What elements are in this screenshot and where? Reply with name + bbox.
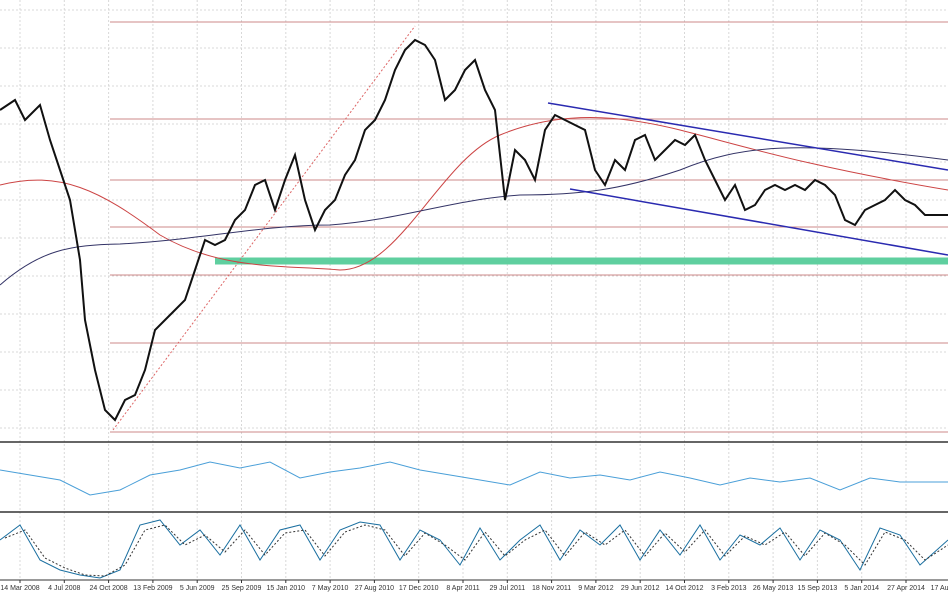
x-tick-label: 5 Jun 2009 [180, 585, 215, 592]
price-candles [0, 38, 948, 422]
x-tick-label: 17 Aug 2014 [931, 585, 948, 592]
x-tick-label: 25 Sep 2009 [222, 585, 262, 592]
x-tick-label: 15 Sep 2013 [798, 585, 838, 592]
x-tick-label: 14 Oct 2012 [665, 585, 703, 592]
x-tick-label: 15 Jan 2010 [267, 585, 306, 592]
channel-lower [569, 188, 948, 256]
x-tick-label: 4 Jul 2008 [48, 585, 80, 592]
x-tick-label: 13 Feb 2009 [133, 585, 172, 592]
rsi-line [0, 461, 948, 496]
channel-upper [547, 102, 948, 171]
trend-line [112, 25, 416, 431]
levels [110, 21, 948, 433]
x-tick-label: 27 Apr 2014 [887, 585, 925, 592]
x-tick-label: 17 Dec 2010 [399, 585, 439, 592]
x-tick-label: 29 Jul 2011 [489, 585, 525, 592]
x-tick-label: 7 May 2010 [312, 585, 349, 592]
x-tick-label: 9 Mar 2012 [578, 585, 614, 592]
x-tick-label: 29 Jun 2012 [621, 585, 660, 592]
grid [0, 0, 948, 580]
x-tick-label: 14 Mar 2008 [0, 585, 39, 592]
moving-average-fast [0, 117, 948, 271]
x-tick-label: 3 Feb 2013 [711, 585, 747, 592]
x-tick-label: 8 Apr 2011 [446, 585, 479, 592]
x-tick-label: 26 May 2013 [753, 585, 794, 592]
moving-average-slow [0, 147, 948, 286]
x-tick-label: 5 Jan 2014 [844, 585, 879, 592]
stochastic-signal [4, 524, 948, 577]
x-tick-label: 24 Oct 2008 [90, 585, 128, 592]
x-axis-labels: 14 Mar 2008 4 Jul 2008 24 Oct 2008 13 Feb 2… [0, 580, 948, 592]
x-tick-label: 27 Aug 2010 [355, 585, 394, 592]
x-tick-label: 18 Nov 2011 [532, 585, 571, 592]
